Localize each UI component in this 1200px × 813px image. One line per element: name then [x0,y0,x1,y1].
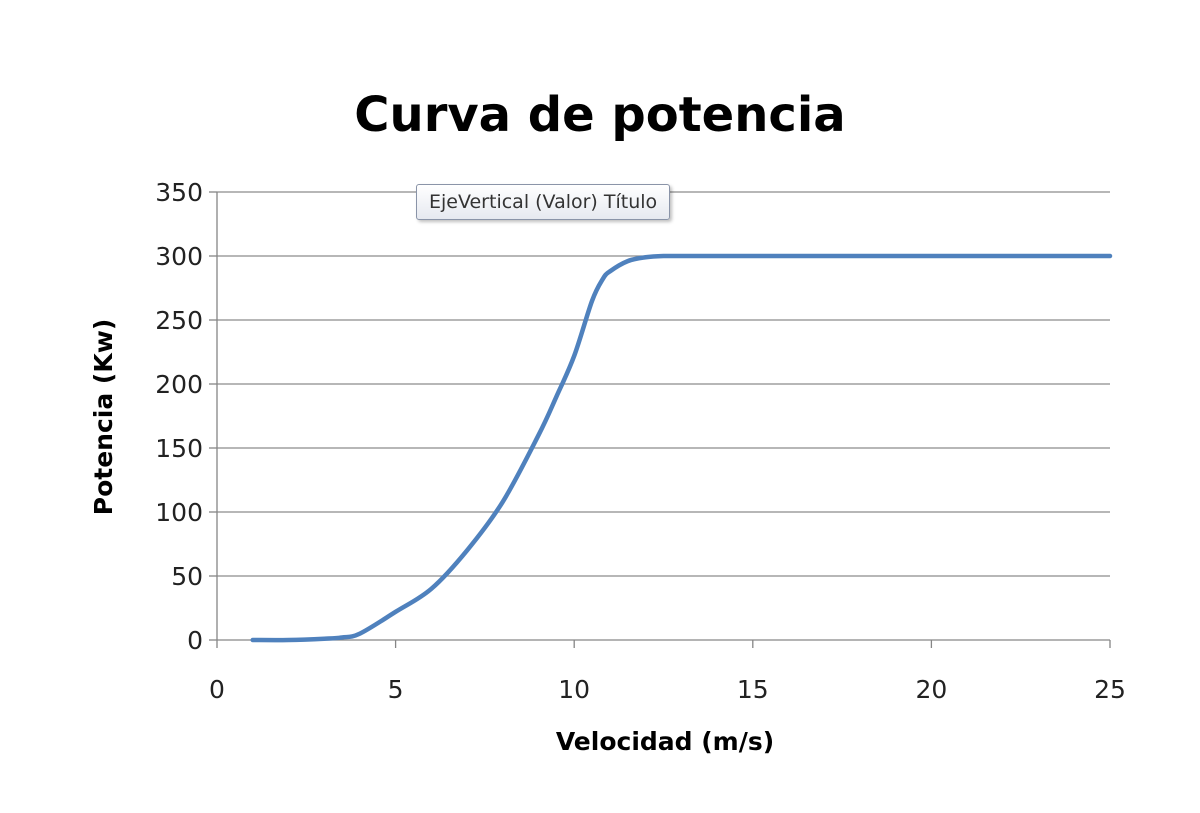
y-tick-label: 200 [155,370,203,399]
y-tick-label: 100 [155,498,203,527]
x-tick-label: 20 [915,675,947,704]
x-tick-label: 0 [209,675,225,704]
axis-title-tooltip: EjeVertical (Valor) Título [416,184,671,220]
series-layer [250,253,1113,643]
chart-title: Curva de potencia [354,87,845,143]
grid-layer [217,191,1110,641]
y-axis-label: Potencia (Kw) [89,319,118,515]
x-tick-label: 5 [388,675,404,704]
y-tick-label: 300 [155,242,203,271]
tick-layer: 0 50 100 150 200 250 300 350 0 5 10 15 20 25 [155,178,1126,704]
x-tick-label: 15 [737,675,769,704]
x-axis-label: Velocidad (m/s) [556,727,774,756]
axis-layer [209,191,1111,648]
y-tick-label: 0 [187,626,203,655]
x-tick-label: 25 [1094,675,1126,704]
y-tick-label: 350 [155,178,203,207]
x-tick-label: 10 [558,675,590,704]
y-tick-label: 50 [171,562,203,591]
y-tick-label: 250 [155,306,203,335]
series-line [250,253,1113,643]
y-tick-label: 150 [155,434,203,463]
